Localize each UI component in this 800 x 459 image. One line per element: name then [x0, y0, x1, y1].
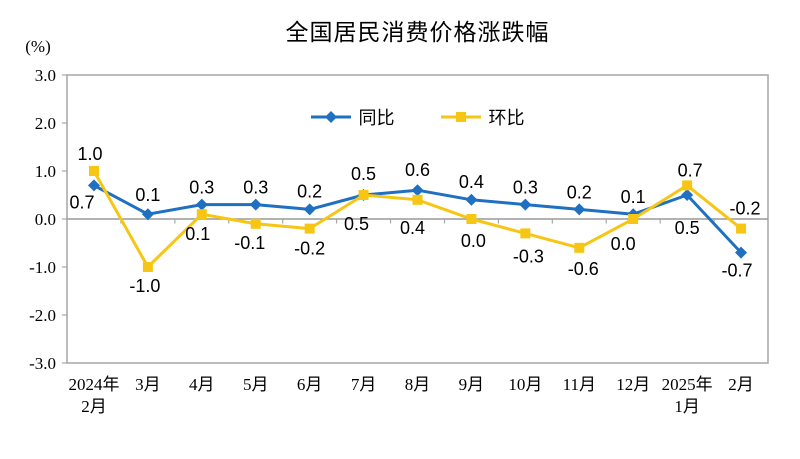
diamond-marker-icon [573, 203, 586, 216]
data-point-label: -0.7 [722, 261, 753, 281]
chart-legend: 同比 环比 [67, 104, 768, 130]
diamond-marker-icon [324, 111, 337, 123]
y-axis-label: 3.0 [35, 66, 56, 85]
data-point-label: 0.0 [461, 231, 486, 251]
square-marker-icon [455, 112, 466, 122]
square-marker-icon [304, 223, 315, 234]
diamond-marker-icon [681, 189, 694, 201]
square-marker-icon [736, 223, 747, 234]
x-axis-label: 2月 [728, 375, 754, 394]
data-point-label: 0.4 [459, 172, 484, 192]
data-point-label: -0.2 [294, 239, 325, 259]
square-marker-icon [250, 218, 261, 229]
data-point-label: 0.6 [405, 160, 430, 180]
square-marker-icon [682, 180, 693, 191]
data-point-label: 0.7 [678, 160, 703, 180]
y-axis-label: -3.0 [29, 354, 56, 373]
diamond-marker-icon [303, 203, 316, 216]
data-point-label: -0.1 [234, 233, 265, 253]
legend-label: 同比 [358, 108, 395, 128]
square-marker-icon [142, 262, 153, 272]
data-point-label: 0.3 [189, 178, 214, 198]
data-point-label: 0.2 [567, 182, 592, 202]
data-point-label: 0.1 [621, 187, 646, 207]
data-point-label: 0.3 [513, 178, 538, 198]
data-point-label: 1.0 [77, 144, 102, 164]
square-marker-icon [88, 166, 99, 176]
diamond-marker-icon [249, 198, 262, 211]
diamond-marker-icon [735, 246, 748, 259]
y-axis-label: -2.0 [29, 306, 56, 325]
x-axis-label: 10月 [508, 375, 542, 394]
legend-label: 环比 [488, 108, 525, 128]
square-marker-icon [628, 214, 639, 224]
diamond-marker-icon [411, 184, 424, 197]
x-axis-label: 7月 [351, 375, 377, 394]
data-point-label: 0.1 [135, 185, 160, 205]
square-marker-icon [358, 190, 369, 200]
chart-title: 全国居民消费价格涨跌幅 [285, 19, 550, 45]
square-marker-icon [466, 214, 477, 224]
y-axis-label: 1.0 [35, 162, 56, 181]
square-marker-icon [520, 228, 531, 239]
data-point-label: 0.1 [185, 224, 210, 244]
diamond-marker-icon [195, 198, 208, 211]
legend-swatch [440, 112, 481, 122]
x-axis-label: 6月 [297, 375, 323, 394]
legend-item-0: 同比 [310, 104, 395, 130]
diamond-marker-icon [87, 179, 100, 192]
data-point-label: 0.5 [675, 218, 700, 238]
x-axis-label: 9月 [459, 375, 485, 394]
x-axis-label: 11月 [563, 375, 596, 394]
y-axis-unit-label: (%) [25, 37, 51, 56]
x-axis-label: 5月 [243, 375, 269, 394]
y-axis-label: 2.0 [35, 114, 56, 133]
data-point-label: 0.0 [611, 234, 636, 254]
data-point-label: 0.2 [297, 181, 322, 201]
x-axis-label: 3月 [135, 375, 161, 394]
y-axis-label: 0.0 [35, 210, 56, 229]
data-point-label: 0.5 [351, 164, 376, 184]
legend-swatch [310, 111, 351, 123]
diamond-marker-icon [465, 193, 478, 206]
data-point-label: -0.2 [730, 199, 761, 219]
data-point-label: 0.5 [344, 214, 369, 234]
data-point-label: 0.7 [69, 192, 94, 212]
square-marker-icon [574, 242, 585, 253]
x-axis-label: 12月 [616, 375, 650, 394]
data-point-label: 0.4 [400, 218, 425, 238]
diamond-marker-icon [141, 208, 154, 221]
data-point-label: 0.3 [243, 178, 268, 198]
data-point-label: -0.6 [568, 259, 599, 279]
x-axis-label: 4月 [189, 375, 215, 394]
square-marker-icon [412, 194, 423, 205]
data-point-label: -1.0 [129, 276, 160, 296]
x-axis-label: 2024年 2月 [68, 375, 119, 416]
square-marker-icon [196, 209, 207, 220]
x-axis-label: 2025年 1月 [662, 375, 713, 416]
legend-item-1: 环比 [440, 104, 525, 130]
x-axis-label: 8月 [405, 375, 431, 394]
diamond-marker-icon [519, 198, 532, 211]
data-point-label: -0.3 [513, 246, 544, 266]
y-axis-label: -1.0 [29, 258, 56, 277]
